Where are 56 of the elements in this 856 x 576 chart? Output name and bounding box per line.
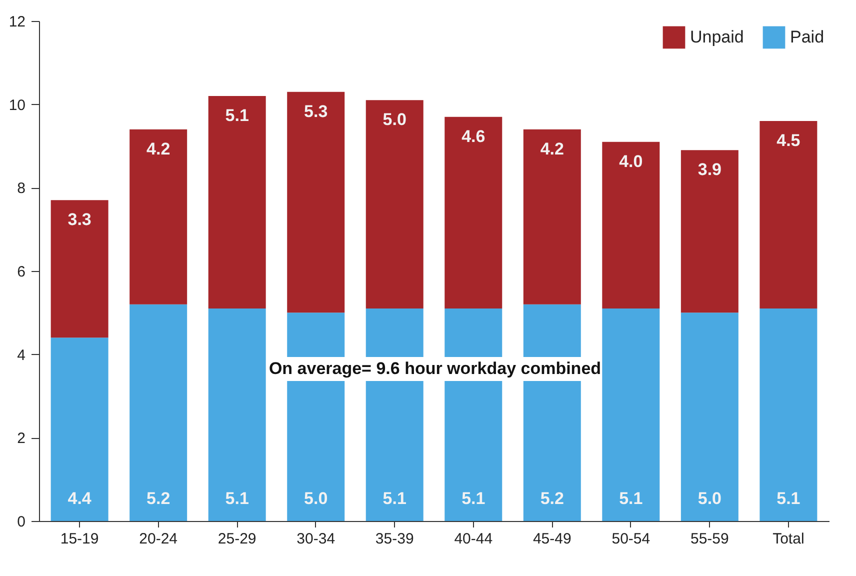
bar bbox=[680, 150, 738, 313]
data-label: 4.4 bbox=[68, 489, 92, 508]
data-label: 5.0 bbox=[304, 489, 328, 508]
bar bbox=[444, 116, 502, 308]
y-tick-label: 6 bbox=[17, 264, 26, 280]
bar bbox=[602, 142, 660, 308]
data-label: 4.0 bbox=[619, 152, 643, 171]
y-tick-label: 8 bbox=[17, 180, 26, 198]
legend-label: Paid bbox=[790, 27, 824, 46]
data-label: 4.2 bbox=[146, 139, 170, 158]
data-label: 5.2 bbox=[146, 489, 170, 508]
bar bbox=[130, 304, 188, 521]
bar bbox=[208, 308, 266, 521]
bar bbox=[602, 308, 660, 521]
x-tick-label: 40-44 bbox=[454, 530, 493, 548]
bar bbox=[287, 92, 345, 313]
data-label: 4.2 bbox=[540, 139, 564, 158]
data-label: 5.2 bbox=[540, 489, 564, 508]
legend-label: Unpaid bbox=[690, 27, 744, 46]
data-label: 3.3 bbox=[68, 210, 92, 230]
x-tick-label: 20-24 bbox=[139, 530, 178, 548]
data-label: 5.1 bbox=[462, 489, 486, 508]
bar bbox=[50, 200, 108, 338]
data-label: 5.1 bbox=[225, 106, 249, 125]
data-label: 5.3 bbox=[304, 102, 328, 121]
data-label: 5.0 bbox=[382, 110, 406, 130]
x-tick-label: 55-59 bbox=[690, 530, 729, 548]
y-tick-label: 0 bbox=[17, 514, 26, 530]
annotation: On average= 9.6 hour workday combined bbox=[268, 359, 602, 378]
data-label: 5.1 bbox=[382, 489, 406, 508]
bar bbox=[208, 96, 266, 308]
data-label: 4.6 bbox=[462, 126, 486, 146]
bar bbox=[680, 312, 738, 521]
y-tick-label: 12 bbox=[8, 14, 26, 30]
data-label: 4.5 bbox=[776, 131, 800, 150]
y-tick-label: 2 bbox=[17, 430, 26, 448]
bar bbox=[523, 129, 581, 304]
bar bbox=[760, 308, 818, 521]
x-tick-label: 30-34 bbox=[296, 530, 336, 548]
data-label: 5.0 bbox=[698, 489, 722, 508]
y-tick-label: 10 bbox=[8, 96, 26, 114]
x-tick-label: 15-19 bbox=[60, 530, 99, 548]
bar bbox=[760, 121, 818, 308]
x-tick-label: 25-29 bbox=[218, 530, 256, 548]
x-tick-label: 45-49 bbox=[532, 530, 572, 548]
x-tick-label: Total bbox=[772, 530, 804, 548]
bar bbox=[50, 338, 108, 521]
bar bbox=[130, 129, 188, 304]
data-label: 5.1 bbox=[619, 489, 643, 508]
data-label: 5.1 bbox=[776, 489, 800, 508]
x-tick-label: 35-39 bbox=[375, 530, 414, 548]
bar bbox=[366, 100, 424, 308]
data-label: 5.1 bbox=[225, 489, 249, 508]
x-tick-label: 50-54 bbox=[612, 530, 650, 548]
data-label: 3.9 bbox=[698, 160, 722, 180]
y-tick-label: 4 bbox=[17, 346, 26, 364]
